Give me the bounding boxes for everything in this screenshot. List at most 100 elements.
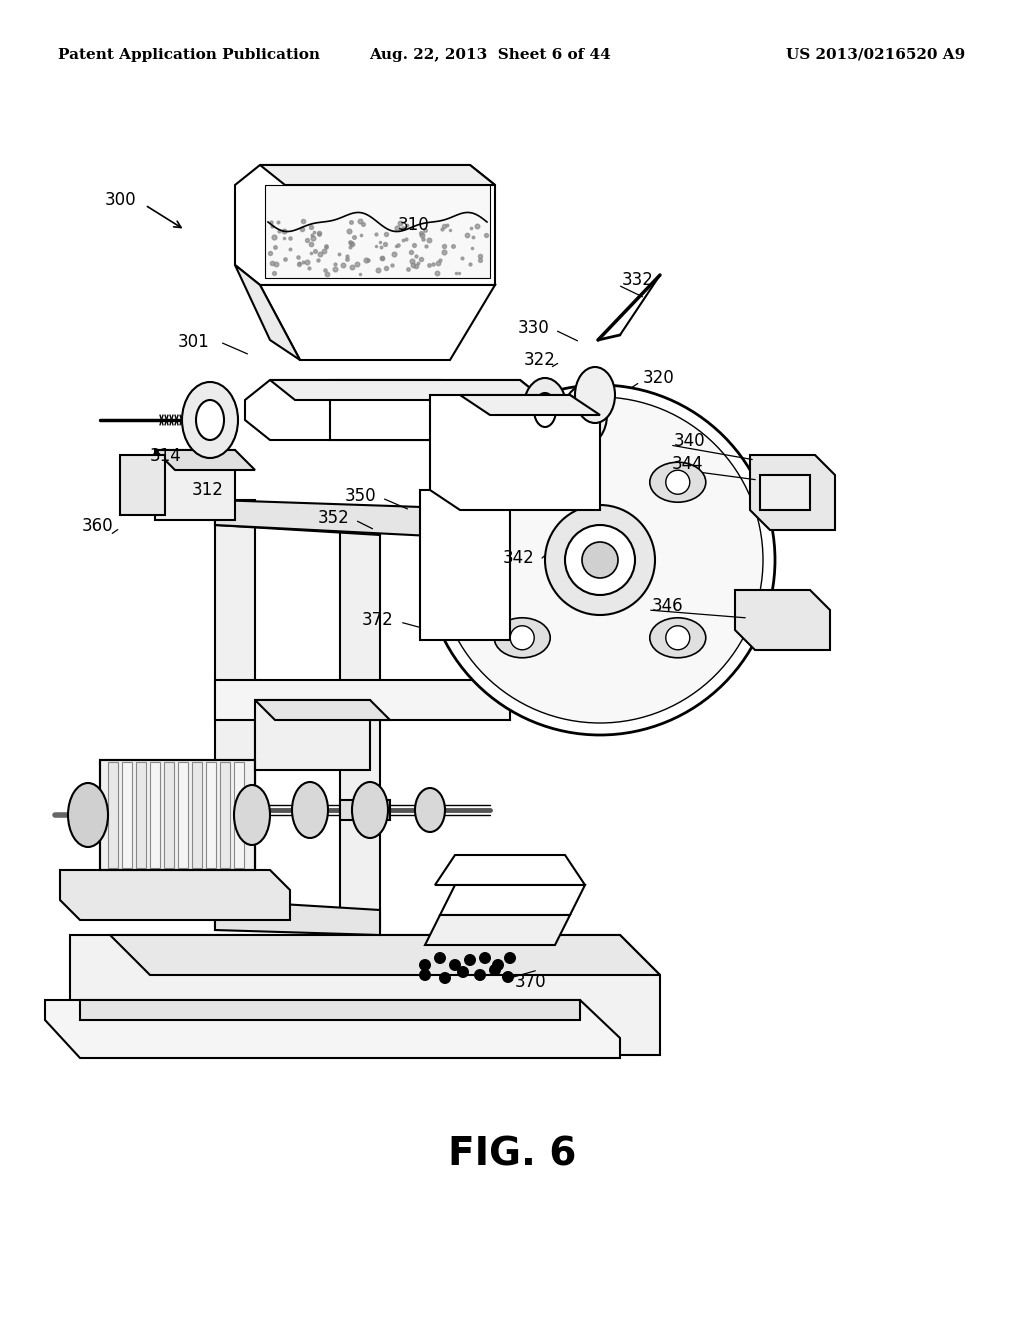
Circle shape xyxy=(492,960,504,972)
Polygon shape xyxy=(215,500,510,540)
Polygon shape xyxy=(270,380,545,400)
Text: US 2013/0216520 A9: US 2013/0216520 A9 xyxy=(785,48,965,62)
Polygon shape xyxy=(215,680,510,719)
Circle shape xyxy=(510,626,535,649)
Text: 342: 342 xyxy=(503,549,535,568)
Polygon shape xyxy=(122,762,132,869)
Ellipse shape xyxy=(534,393,556,426)
Circle shape xyxy=(582,543,618,578)
Polygon shape xyxy=(155,450,255,470)
Polygon shape xyxy=(255,700,390,719)
Circle shape xyxy=(502,972,514,983)
Polygon shape xyxy=(340,800,390,820)
Text: 322: 322 xyxy=(524,351,556,370)
Text: 350: 350 xyxy=(345,487,377,506)
Text: 346: 346 xyxy=(652,597,684,615)
Polygon shape xyxy=(220,762,230,869)
Polygon shape xyxy=(120,455,165,515)
Polygon shape xyxy=(330,380,440,440)
Polygon shape xyxy=(215,900,380,935)
Polygon shape xyxy=(460,395,600,414)
Circle shape xyxy=(419,969,431,981)
Polygon shape xyxy=(150,762,160,869)
Polygon shape xyxy=(136,762,146,869)
Polygon shape xyxy=(735,590,830,649)
Ellipse shape xyxy=(234,785,270,845)
Circle shape xyxy=(425,385,775,735)
Circle shape xyxy=(434,952,446,964)
Polygon shape xyxy=(750,455,835,531)
Polygon shape xyxy=(178,762,188,869)
Polygon shape xyxy=(260,285,495,360)
Polygon shape xyxy=(215,500,380,535)
Circle shape xyxy=(510,470,535,494)
Polygon shape xyxy=(60,870,290,920)
Text: 330: 330 xyxy=(518,319,550,337)
Text: 372: 372 xyxy=(362,611,394,630)
Polygon shape xyxy=(340,510,380,931)
Polygon shape xyxy=(435,855,585,884)
Circle shape xyxy=(565,525,635,595)
Circle shape xyxy=(479,952,490,964)
Polygon shape xyxy=(206,762,216,869)
Polygon shape xyxy=(255,700,370,770)
Polygon shape xyxy=(234,762,244,869)
Circle shape xyxy=(666,626,690,649)
Polygon shape xyxy=(80,1001,580,1020)
Ellipse shape xyxy=(563,385,607,445)
Polygon shape xyxy=(164,762,174,869)
Polygon shape xyxy=(100,760,255,870)
Text: 300: 300 xyxy=(105,191,136,209)
Circle shape xyxy=(457,966,469,978)
Polygon shape xyxy=(245,380,545,440)
Polygon shape xyxy=(193,762,202,869)
Ellipse shape xyxy=(650,462,706,502)
Polygon shape xyxy=(70,935,660,1055)
Text: 332: 332 xyxy=(622,271,654,289)
Text: FIG. 6: FIG. 6 xyxy=(447,1137,577,1173)
Circle shape xyxy=(437,397,763,723)
Circle shape xyxy=(474,969,486,981)
Polygon shape xyxy=(420,490,510,640)
Ellipse shape xyxy=(182,381,238,458)
Polygon shape xyxy=(430,395,600,510)
Ellipse shape xyxy=(495,618,550,657)
Text: 310: 310 xyxy=(398,216,430,234)
Polygon shape xyxy=(260,165,495,185)
Circle shape xyxy=(439,972,451,983)
Ellipse shape xyxy=(352,781,388,838)
Circle shape xyxy=(464,954,476,966)
Text: 312: 312 xyxy=(193,480,224,499)
Text: 352: 352 xyxy=(318,510,350,527)
Circle shape xyxy=(666,470,690,494)
Text: 370: 370 xyxy=(515,973,547,991)
Polygon shape xyxy=(760,475,810,510)
Ellipse shape xyxy=(495,462,550,502)
Circle shape xyxy=(489,964,501,975)
Circle shape xyxy=(545,506,655,615)
Polygon shape xyxy=(234,165,495,285)
Text: 340: 340 xyxy=(674,432,706,450)
Ellipse shape xyxy=(415,788,445,832)
Polygon shape xyxy=(440,884,585,915)
Circle shape xyxy=(449,960,461,972)
Text: 360: 360 xyxy=(82,517,114,535)
Text: Patent Application Publication: Patent Application Publication xyxy=(58,48,319,62)
Polygon shape xyxy=(265,185,490,279)
Polygon shape xyxy=(110,935,660,975)
Polygon shape xyxy=(215,500,255,931)
Polygon shape xyxy=(425,915,570,945)
Text: 301: 301 xyxy=(178,333,210,351)
Text: Aug. 22, 2013  Sheet 6 of 44: Aug. 22, 2013 Sheet 6 of 44 xyxy=(369,48,611,62)
Ellipse shape xyxy=(650,618,706,657)
Polygon shape xyxy=(155,450,234,520)
Ellipse shape xyxy=(68,783,108,847)
Circle shape xyxy=(419,960,431,972)
Text: 344: 344 xyxy=(672,455,703,473)
Polygon shape xyxy=(45,1001,620,1059)
Text: 320: 320 xyxy=(643,370,675,387)
Polygon shape xyxy=(108,762,118,869)
Ellipse shape xyxy=(523,378,567,442)
Ellipse shape xyxy=(196,400,224,440)
Circle shape xyxy=(504,952,516,964)
